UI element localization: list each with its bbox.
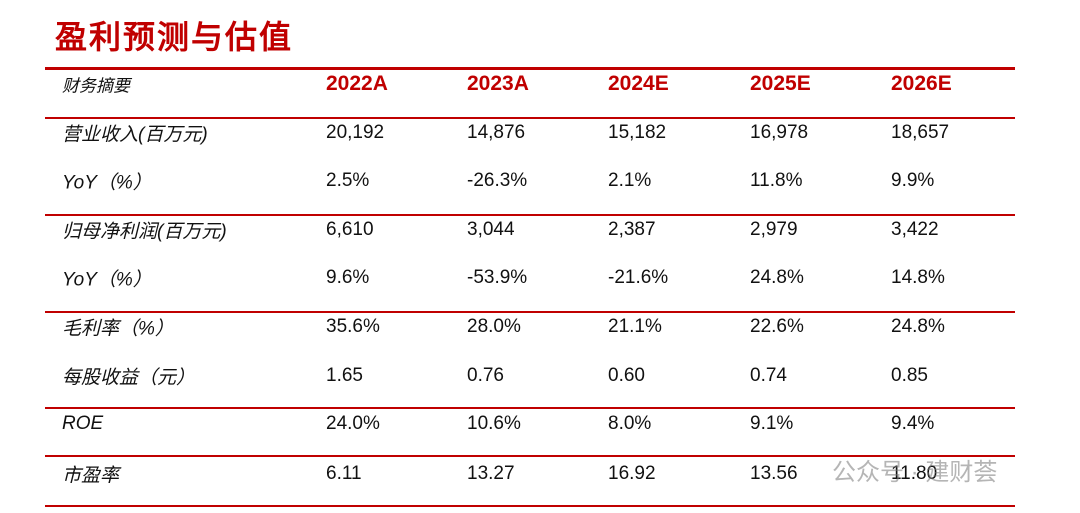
cell: -21.6% — [608, 267, 669, 288]
cell: 2.1% — [608, 170, 652, 191]
cell: 8.0% — [608, 413, 652, 434]
cell: -53.9% — [467, 267, 528, 288]
cell: 28.0% — [467, 316, 521, 337]
cell: 11.8% — [750, 170, 803, 191]
cell: 9.9% — [891, 170, 935, 191]
column-header: 2024E — [608, 72, 669, 95]
row-divider — [45, 214, 1015, 216]
row-label: YoY（%） — [62, 172, 152, 194]
cell: 35.6% — [326, 316, 380, 337]
cell: 6.11 — [326, 463, 362, 484]
row-divider — [45, 311, 1015, 313]
cell: 2.5% — [326, 170, 370, 191]
cell: 9.4% — [891, 413, 935, 434]
cell: 0.60 — [608, 365, 645, 386]
cell: 0.85 — [891, 365, 928, 386]
watermark: 公众号 · 建财荟 — [832, 459, 998, 486]
column-header: 2023A — [467, 72, 529, 95]
row-label: YoY（%） — [62, 269, 152, 291]
cell: 2,387 — [608, 219, 656, 240]
cell: 9.1% — [750, 413, 794, 434]
cell: 10.6% — [467, 413, 521, 434]
cell: 0.76 — [467, 365, 504, 386]
title: 盈利预测与估值 — [55, 18, 294, 56]
cell: 22.6% — [750, 316, 804, 337]
row-label: 市盈率 — [62, 465, 120, 487]
cell: 13.56 — [750, 463, 798, 484]
row-label: 营业收入(百万元) — [62, 124, 208, 146]
row-divider — [45, 407, 1015, 409]
column-header: 2022A — [326, 72, 388, 95]
row-label: 归母净利润(百万元) — [62, 221, 227, 243]
row-divider — [45, 67, 1015, 70]
cell: 24.0% — [326, 413, 380, 434]
column-header: 财务摘要 — [62, 76, 130, 96]
row-label: 毛利率（%） — [62, 318, 174, 340]
cell: 14,876 — [467, 122, 526, 143]
column-header: 2026E — [891, 72, 952, 95]
row-divider — [45, 505, 1015, 507]
cell: 3,422 — [891, 219, 939, 240]
cell: 20,192 — [326, 122, 385, 143]
cell: 15,182 — [608, 122, 667, 143]
cell: 14.8% — [891, 267, 945, 288]
row-divider — [45, 455, 1015, 457]
column-header: 2025E — [750, 72, 811, 95]
cell: 0.74 — [750, 365, 787, 386]
row-label: 每股收益（元） — [62, 367, 196, 389]
cell: 16,978 — [750, 122, 809, 143]
cell: 9.6% — [326, 267, 370, 288]
cell: 3,044 — [467, 219, 515, 240]
row-label: ROE — [62, 413, 104, 434]
cell: 11.80 — [891, 463, 938, 484]
cell: 21.1% — [608, 316, 662, 337]
cell: -26.3% — [467, 170, 528, 191]
cell: 24.8% — [750, 267, 804, 288]
cell: 1.65 — [326, 365, 363, 386]
cell: 13.27 — [467, 463, 515, 484]
cell: 18,657 — [891, 122, 950, 143]
cell: 2,979 — [750, 219, 798, 240]
row-divider — [45, 117, 1015, 119]
cell: 24.8% — [891, 316, 945, 337]
cell: 16.92 — [608, 463, 656, 484]
cell: 6,610 — [326, 219, 374, 240]
